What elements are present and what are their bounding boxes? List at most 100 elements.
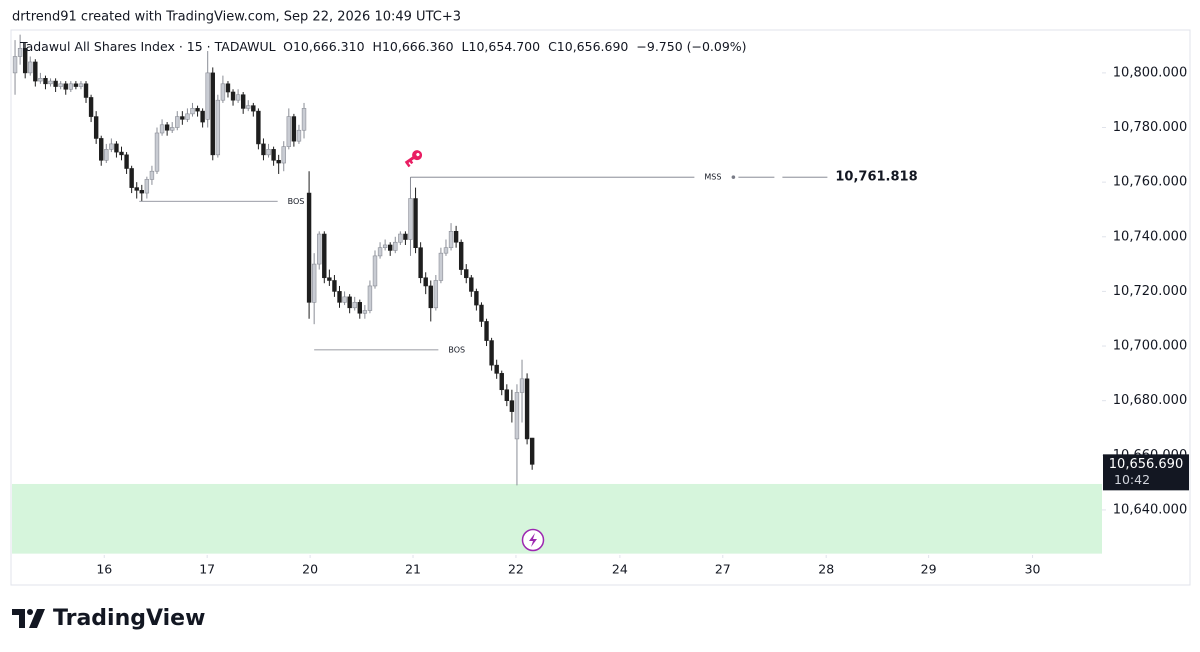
candle-body xyxy=(423,277,428,287)
x-tick-label: 30 xyxy=(1025,562,1041,577)
candle-body xyxy=(124,154,129,169)
candle-body xyxy=(286,116,292,147)
x-tick-label: 17 xyxy=(199,562,215,577)
candle-body xyxy=(17,48,23,57)
candle-body xyxy=(296,129,302,142)
candle-body xyxy=(301,108,307,131)
candle-body xyxy=(479,304,484,322)
candle-body xyxy=(104,149,109,161)
candle-body xyxy=(88,97,94,117)
candle-body xyxy=(99,138,104,161)
y-tick-label: 10,760.000 xyxy=(1113,175,1187,190)
x-tick-label: 22 xyxy=(508,562,524,577)
y-tick-label: 10,700.000 xyxy=(1113,339,1187,354)
x-tick-label: 29 xyxy=(921,562,937,577)
candle-body xyxy=(494,364,499,374)
open-value: O10,666.310 xyxy=(283,39,364,54)
candle-body xyxy=(342,296,347,303)
candle-body xyxy=(129,168,134,188)
candle-body xyxy=(433,280,439,309)
candle-body xyxy=(413,198,418,249)
level-label: BOS xyxy=(288,197,305,206)
candle-body xyxy=(53,80,58,87)
x-tick-label: 24 xyxy=(612,562,628,577)
candle-body xyxy=(377,247,383,257)
candle-body xyxy=(114,143,119,153)
candle-body xyxy=(438,252,444,281)
candle-body xyxy=(235,94,241,101)
y-tick-label: 10,720.000 xyxy=(1113,284,1187,299)
last-price-box xyxy=(1103,454,1189,491)
candle-body xyxy=(362,310,368,314)
brand-name: TradingView xyxy=(53,606,205,631)
x-tick-label: 21 xyxy=(405,562,421,577)
candle-body xyxy=(144,179,150,194)
symbol: Tadawul All Shares Index · 15 · TADAWUL xyxy=(19,39,276,54)
candle-body xyxy=(68,83,74,90)
y-tick-label: 10,800.000 xyxy=(1113,65,1187,80)
candle-body xyxy=(403,233,408,240)
level-label: BOS xyxy=(448,345,465,354)
candle-body xyxy=(281,146,286,164)
candle-body xyxy=(367,285,373,311)
change-value: −9.750 (−0.09%) xyxy=(636,39,746,54)
event-icon[interactable] xyxy=(521,528,545,552)
candle-body xyxy=(175,116,180,128)
level-value-label: 10,761.818 xyxy=(835,170,917,185)
candle-body xyxy=(514,392,520,440)
candle-body xyxy=(240,94,246,109)
candle-body xyxy=(464,269,469,279)
candle-body xyxy=(256,110,261,145)
candle-body xyxy=(474,291,479,306)
last-price-label: 10,656.690 xyxy=(1109,457,1183,472)
candle-body xyxy=(398,233,403,243)
x-tick-label: 27 xyxy=(715,562,731,577)
candle-body xyxy=(210,72,215,156)
level-dot xyxy=(731,175,736,179)
candle-body xyxy=(230,91,236,101)
candle-body xyxy=(78,83,84,87)
candle-body xyxy=(408,198,413,240)
candle-body xyxy=(322,233,327,279)
legend: Tadawul All Shares Index · 15 · TADAWUL O… xyxy=(19,39,747,54)
candle-body xyxy=(38,78,43,82)
candle-body xyxy=(524,378,530,440)
candle-body xyxy=(200,110,205,123)
x-tick-label: 16 xyxy=(96,562,112,577)
candle-body xyxy=(352,302,357,309)
candle-body xyxy=(261,143,266,156)
x-tick-label: 28 xyxy=(818,562,834,577)
candle-body xyxy=(327,277,332,281)
candle-body xyxy=(246,105,251,109)
candle-body xyxy=(93,116,99,139)
demand-zone xyxy=(12,483,1102,554)
candle-body xyxy=(58,83,63,87)
candle-body xyxy=(428,285,433,309)
candle-body xyxy=(453,231,459,243)
candle-body xyxy=(393,241,398,251)
candle-body xyxy=(119,151,124,156)
candle-body xyxy=(337,291,342,303)
y-tick-label: 10,640.000 xyxy=(1113,502,1187,517)
candle-body xyxy=(43,78,48,85)
candle-body xyxy=(83,83,89,98)
candle-body xyxy=(311,263,317,303)
candle-body xyxy=(347,296,352,309)
candle-body xyxy=(504,389,510,401)
candle-body xyxy=(418,247,423,279)
candle-body xyxy=(489,340,494,366)
level-label: MSS xyxy=(704,173,721,182)
candle-body xyxy=(509,400,515,412)
brand-logo xyxy=(12,609,45,628)
chart-frame xyxy=(10,29,1191,586)
candle-body xyxy=(139,190,144,194)
candle-body xyxy=(12,56,18,74)
candle-body xyxy=(190,108,195,115)
close-value: C10,656.690 xyxy=(548,39,628,54)
candle-body xyxy=(443,247,449,254)
candle-body xyxy=(149,170,155,180)
candle-body xyxy=(63,83,68,90)
candle-body xyxy=(164,124,170,131)
candle-body xyxy=(332,280,337,292)
